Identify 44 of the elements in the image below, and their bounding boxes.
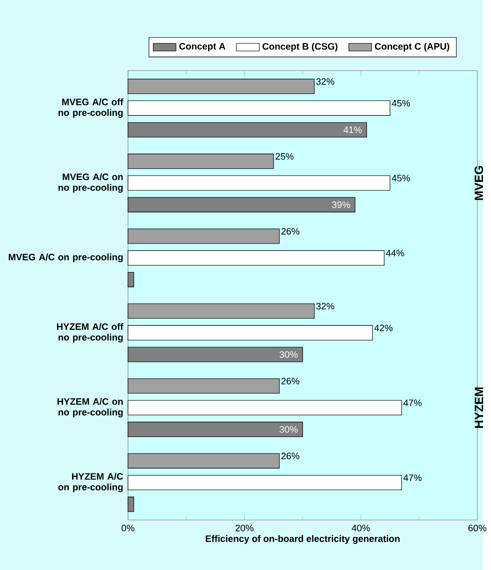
legend-label: Concept A — [179, 42, 226, 52]
data-label: 32% — [316, 78, 334, 85]
x-tick-label: 60% — [468, 524, 486, 532]
data-label: 39% — [332, 201, 350, 208]
data-label: 45% — [392, 100, 410, 107]
bar — [128, 154, 274, 169]
bar — [128, 250, 384, 266]
data-label: 41% — [343, 126, 362, 134]
bar — [128, 303, 315, 319]
bar — [128, 474, 402, 490]
data-label: 44% — [386, 250, 404, 256]
y-tick-label: MVEG A/C on no pre-cooling — [58, 173, 123, 193]
bar — [128, 453, 280, 468]
bar — [128, 100, 390, 116]
data-label: 26% — [281, 378, 300, 384]
data-label: 42% — [374, 324, 392, 332]
data-label: 47% — [403, 400, 422, 406]
bar — [128, 175, 390, 191]
y-tick-label: MVEG A/C on pre-cooling — [8, 254, 123, 262]
data-label: 47% — [403, 474, 422, 481]
bar — [128, 325, 373, 340]
data-label: 32% — [316, 302, 334, 310]
legend-label: Concept B (CSG) — [262, 42, 338, 52]
annotation: MVEG — [474, 166, 484, 200]
annotation: HYZEM — [474, 387, 484, 428]
bar — [128, 228, 280, 244]
data-label: 30% — [280, 426, 298, 433]
y-tick-label: HYZEM A/C on no pre-cooling — [58, 398, 123, 418]
x-tick-label: 20% — [236, 524, 254, 532]
data-label: 26% — [281, 228, 300, 235]
bar — [128, 378, 280, 394]
data-label: 26% — [281, 452, 300, 460]
bar — [128, 400, 402, 416]
data-label: 30% — [280, 351, 298, 358]
y-tick-label: HYZEM A/C on pre-cooling — [58, 472, 123, 492]
y-tick-label: HYZEM A/C off no pre-cooling — [56, 323, 124, 342]
x-tick-label: 0% — [122, 524, 134, 532]
data-label: 25% — [276, 153, 294, 160]
legend-label: Concept C (APU) — [374, 42, 450, 52]
x-axis-title: Efficiency of on-board electricity generation — [206, 535, 400, 544]
y-tick-label: MVEG A/C off no pre-cooling — [58, 98, 124, 118]
bar — [128, 78, 315, 94]
data-label: 45% — [392, 174, 410, 182]
x-tick-label: 40% — [352, 524, 370, 532]
